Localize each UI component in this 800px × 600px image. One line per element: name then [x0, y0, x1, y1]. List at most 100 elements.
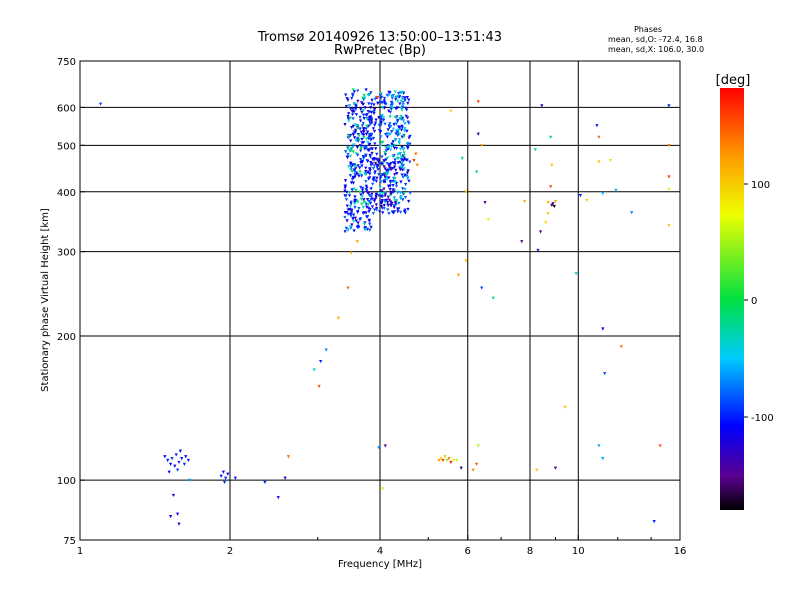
data-point [382, 159, 386, 163]
data-point [364, 188, 368, 192]
data-point [404, 106, 408, 110]
data-point [359, 161, 363, 165]
data-point [379, 92, 383, 96]
data-point [379, 120, 383, 125]
data-point [371, 182, 375, 186]
data-point [390, 100, 394, 104]
data-point [380, 155, 384, 159]
data-point [359, 197, 364, 201]
data-point [399, 180, 403, 184]
data-point [393, 143, 397, 148]
data-point [372, 199, 377, 203]
data-point [368, 228, 372, 232]
data-point [393, 201, 397, 205]
data-point [630, 211, 634, 215]
data-point [396, 134, 400, 138]
data-point [399, 155, 404, 159]
data-point [386, 203, 390, 208]
data-point [380, 205, 384, 209]
data-point [369, 111, 374, 115]
data-point [398, 147, 403, 151]
data-point [353, 123, 357, 127]
data-point [549, 135, 553, 139]
data-point [349, 139, 353, 143]
data-point [373, 97, 377, 101]
data-point [380, 114, 385, 118]
data-point [352, 102, 356, 106]
data-point [546, 212, 550, 216]
data-point [388, 187, 392, 192]
data-point [345, 210, 349, 215]
data-point [365, 198, 370, 202]
data-point [439, 457, 443, 461]
data-point [401, 198, 405, 202]
data-point [354, 113, 359, 117]
data-point [362, 136, 366, 140]
data-point [349, 107, 353, 111]
data-point [386, 200, 390, 205]
data-point [380, 200, 384, 204]
data-point [351, 181, 356, 185]
data-point [374, 196, 378, 200]
data-point [188, 478, 192, 482]
data-point [388, 132, 392, 136]
data-point [343, 179, 348, 183]
data-point [397, 125, 401, 129]
data-point [388, 184, 392, 188]
data-point [358, 170, 362, 174]
x-tick-label: 6 [465, 546, 471, 557]
y-axis-label: Stationary phase Virtual Height [km] [40, 208, 51, 392]
data-point [367, 148, 371, 153]
data-point [382, 206, 386, 211]
stats-o-mode: mean, sd,O: -72.4, 16.8 [608, 35, 703, 44]
data-point [401, 147, 405, 151]
data-point [347, 119, 351, 123]
data-point [608, 159, 613, 163]
data-point [403, 127, 407, 131]
data-point [361, 191, 365, 195]
data-point [344, 194, 348, 198]
data-point [347, 207, 351, 212]
data-point [540, 104, 544, 108]
data-point [378, 144, 383, 149]
data-point [667, 175, 671, 179]
axis-ticks: 1 2 4 6 8 10 16 75 100 200 300 400 500 600 750 [57, 57, 686, 557]
data-point [380, 192, 385, 196]
data-point [393, 180, 397, 185]
data-point [368, 142, 372, 146]
data-point [343, 184, 348, 188]
data-point [397, 201, 401, 206]
data-point [401, 168, 405, 172]
data-point [356, 153, 360, 157]
data-point [344, 104, 349, 109]
data-point [373, 198, 377, 202]
data-point [403, 173, 407, 178]
data-point [401, 158, 405, 162]
data-point [392, 205, 396, 210]
data-point [283, 476, 287, 480]
data-point [394, 168, 398, 172]
data-point [404, 114, 408, 118]
data-point [371, 177, 375, 182]
data-point [402, 156, 406, 160]
data-point [658, 444, 662, 448]
data-point [402, 210, 407, 214]
data-point [343, 230, 347, 234]
x-tick-label: 16 [674, 546, 687, 557]
data-point [667, 224, 671, 228]
data-point [346, 98, 350, 102]
data-point [394, 97, 398, 102]
y-tick-label: 200 [57, 332, 76, 343]
data-point [370, 192, 374, 196]
data-point [370, 162, 374, 166]
data-point [619, 345, 623, 349]
data-point [286, 455, 291, 459]
data-point [396, 156, 401, 161]
data-point [380, 162, 384, 166]
data-point [393, 165, 397, 169]
data-point [369, 102, 374, 106]
data-point [351, 150, 355, 154]
data-point [359, 157, 363, 162]
data-point [353, 202, 357, 206]
data-point [336, 316, 340, 320]
